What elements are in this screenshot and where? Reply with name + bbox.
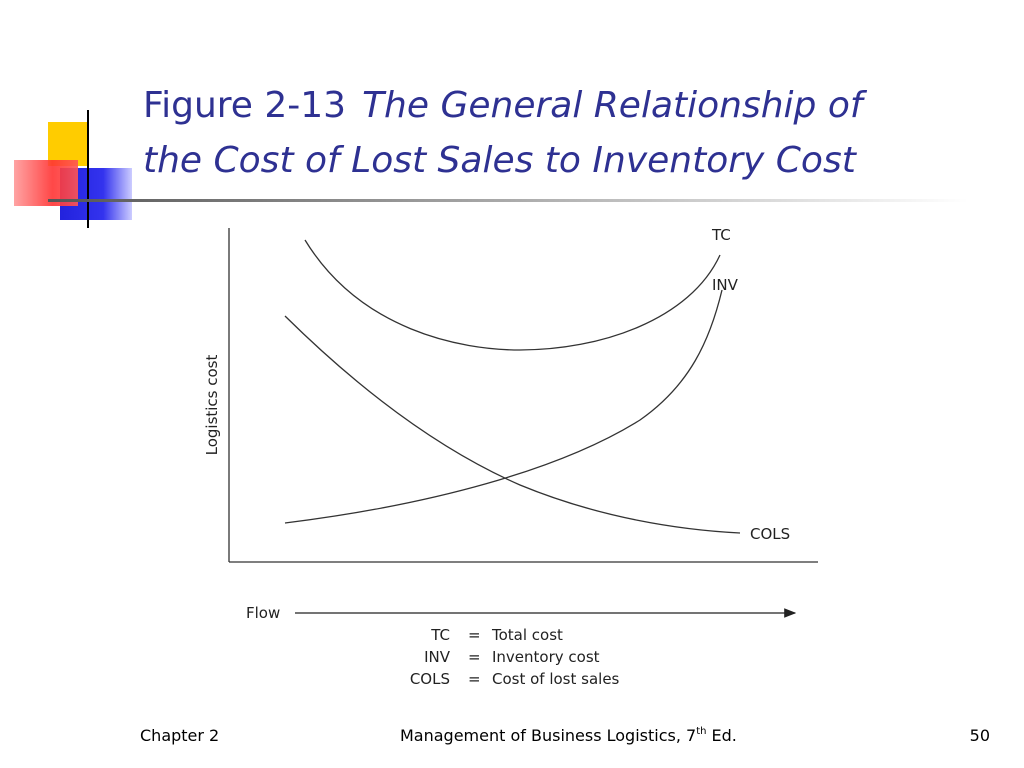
edition: Ed. [711, 726, 736, 745]
x-axis-label: Flow [246, 604, 280, 622]
curve-label: TC [711, 226, 731, 244]
legend-text: = [468, 670, 481, 688]
decoration [14, 110, 968, 228]
legend-text: Cost of lost sales [492, 670, 620, 688]
book-title: Management of Business Logistics, 7 [400, 726, 696, 745]
title-line-1: Figure 2-13 The General Relationship of [143, 85, 868, 126]
footer-book: Management of Business Logistics, 7th Ed. [400, 726, 737, 745]
tc-curve [304, 239, 721, 351]
legend-text: TC [430, 626, 450, 644]
legend: TC = Total cost INV = Inventory cost COLS = Cost… [410, 626, 620, 688]
legend-text: Inventory cost [492, 648, 600, 666]
legend-text: Total cost [491, 626, 563, 644]
figure-number: Figure 2-13 [143, 85, 346, 126]
title-text: The General Relationship of [362, 85, 868, 126]
legend-text: = [468, 626, 481, 644]
cols-curve [284, 315, 741, 534]
page-number: 50 [970, 726, 990, 745]
title-line-2: the Cost of Lost Sales to Inventory Cost [143, 140, 858, 181]
curve-label: INV [712, 276, 739, 294]
legend-text: COLS [410, 670, 450, 688]
y-axis-label: Logistics cost [203, 354, 221, 455]
figure: TC INV COLS Logistics cost Flow TC = Total… [203, 226, 818, 688]
inv-curve [284, 289, 723, 524]
legend-text: INV [424, 648, 451, 666]
legend-text: = [468, 648, 481, 666]
superscript: th [696, 726, 706, 737]
curve-label: COLS [750, 525, 790, 543]
footer-chapter: Chapter 2 [140, 726, 219, 745]
